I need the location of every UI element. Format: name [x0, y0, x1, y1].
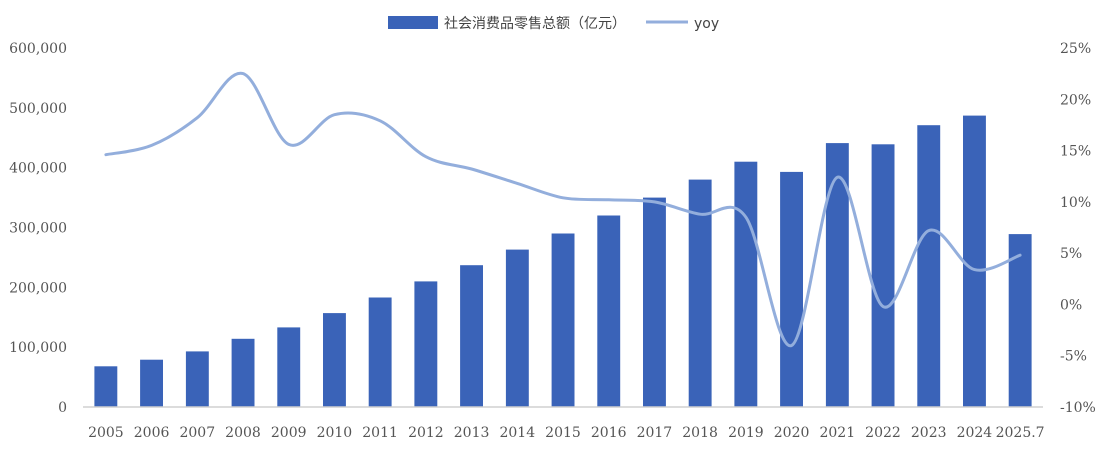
- bar-2012: [414, 281, 438, 407]
- x-tick-label: 2018: [682, 425, 718, 441]
- x-tick-label: 2022: [865, 425, 901, 441]
- x-tick-label: 2010: [317, 425, 353, 441]
- y-right-tick-label: 20%: [1060, 92, 1091, 108]
- bar-2024: [963, 115, 986, 407]
- x-tick-label: 2014: [499, 425, 535, 441]
- bar-2006: [140, 359, 163, 407]
- y-right-tick-label: -5%: [1060, 349, 1087, 365]
- x-tick-label: 2020: [774, 425, 810, 441]
- bar-2013: [460, 265, 483, 407]
- y-axis-left: 0 100,000 200,000 300,000 400,000 500,000 600,…: [9, 41, 67, 416]
- legend-bar-swatch: [388, 16, 438, 29]
- legend-bar-label: 社会消费品零售总额（亿元）: [444, 16, 626, 32]
- bar-2011: [368, 297, 392, 407]
- legend-line-label: yoy: [694, 16, 719, 32]
- x-tick-label: 2006: [134, 425, 170, 441]
- x-tick-label: 2009: [271, 425, 307, 441]
- bar-2018: [688, 179, 712, 407]
- x-tick-label: 2016: [591, 425, 627, 441]
- x-tick-label: 2023: [911, 425, 947, 441]
- y-left-tick-label: 100,000: [9, 340, 67, 356]
- bar-2025.7: [1008, 234, 1032, 407]
- y-left-tick-label: 0: [58, 400, 67, 416]
- bar-2017: [643, 197, 666, 407]
- y-left-tick-label: 200,000: [9, 280, 67, 296]
- yoy-line: [104, 72, 1022, 348]
- x-tick-label: 2011: [362, 425, 398, 441]
- x-tick-label: 2013: [454, 425, 490, 441]
- bar-2016: [597, 215, 621, 407]
- x-tick-label: 2024: [957, 425, 993, 441]
- y-axis-right: -10% -5% 0% 5% 10% 15% 20% 25%: [1060, 41, 1096, 416]
- y-left-tick-label: 400,000: [9, 161, 67, 177]
- x-tick-label: 2017: [637, 425, 673, 441]
- bar-2009: [277, 327, 301, 407]
- y-left-tick-label: 500,000: [9, 101, 67, 117]
- bar-2010: [323, 313, 346, 407]
- x-tick-label: 2019: [728, 425, 764, 441]
- bar-series: [94, 115, 1032, 408]
- bar-2021: [825, 143, 849, 407]
- y-right-tick-label: 10%: [1060, 195, 1091, 211]
- y-right-tick-label: 0%: [1060, 297, 1082, 313]
- bar-2005: [94, 366, 118, 407]
- y-right-tick-label: -10%: [1060, 400, 1096, 416]
- x-tick-label: 2025.7: [996, 425, 1045, 441]
- bar-2008: [231, 338, 255, 407]
- bar-2007: [185, 351, 209, 407]
- y-right-tick-label: 25%: [1060, 41, 1091, 57]
- y-left-tick-label: 600,000: [9, 41, 67, 57]
- x-tick-label: 2015: [545, 425, 581, 441]
- bar-2019: [734, 161, 758, 407]
- x-tick-label: 2012: [408, 425, 444, 441]
- x-tick-label: 2005: [88, 425, 124, 441]
- y-right-tick-label: 15%: [1060, 144, 1091, 160]
- y-right-tick-label: 5%: [1060, 246, 1082, 262]
- y-left-tick-label: 300,000: [9, 221, 67, 237]
- x-tick-label: 2021: [819, 425, 855, 441]
- x-tick-label: 2007: [179, 425, 215, 441]
- bar-2015: [551, 233, 575, 407]
- x-axis-labels: 2005 2006 2007 2008 2009 2010 2011 2012 2013 2014…: [88, 425, 1045, 441]
- bar-2014: [505, 249, 529, 407]
- bar-2020: [780, 171, 803, 407]
- legend: 社会消费品零售总额（亿元） yoy: [388, 16, 719, 32]
- x-tick-label: 2008: [225, 425, 261, 441]
- bar-2022: [871, 144, 895, 408]
- bar-2023: [917, 125, 941, 407]
- yoy-series: [104, 72, 1022, 348]
